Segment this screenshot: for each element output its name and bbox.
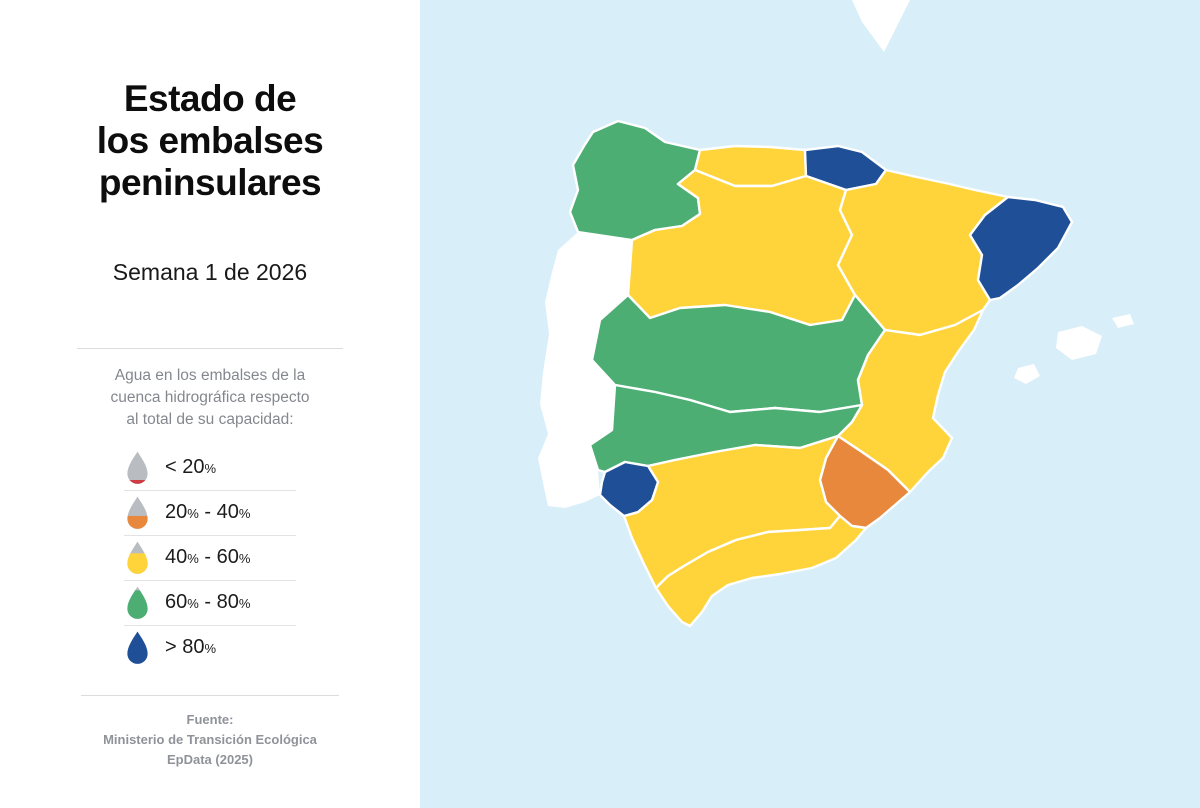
source-line1: Ministerio de Transición Ecológica (103, 731, 317, 747)
legend-label-lt20: < 20% (165, 455, 217, 478)
land-france (852, 0, 910, 52)
basin-tinto-odiel-piedras (598, 460, 660, 518)
legend-item-p60_80: 60% - 80% (124, 581, 296, 626)
land-portugal (538, 232, 632, 508)
land-menorca (1112, 314, 1134, 328)
source-label: Fuente: (186, 711, 234, 727)
other-land (538, 0, 1134, 508)
legend-items: < 20% 20% - 40% 40% - 60% 60% - 80% > 80% (124, 446, 296, 670)
droplet-icon-p60_80 (127, 586, 148, 619)
legend-item-p40_60: 40% - 60% (124, 536, 296, 581)
legend-label-p40_60: 40% - 60% (165, 545, 251, 568)
droplet-icon-p20_40 (127, 496, 148, 529)
land-ibiza (1014, 364, 1040, 384)
droplet-icon-gt80 (127, 631, 148, 664)
legend-label-gt80: > 80% (165, 635, 217, 658)
legend-label-p20_40: 20% - 40% (165, 500, 251, 523)
droplet-icon-p40_60 (127, 541, 148, 574)
source: Fuente: Ministerio de Transición Ecológi… (0, 710, 420, 770)
map-container (420, 0, 1200, 808)
source-line2: EpData (2025) (167, 751, 253, 767)
legend-intro: Agua en los embalses de la cuenca hidrog… (110, 366, 310, 428)
basin-mediterranea-andaluza (654, 514, 868, 628)
page-title: Estado de los embalses peninsulares (96, 78, 324, 204)
legend-item-gt80: > 80% (124, 626, 296, 670)
land-mallorca (1056, 326, 1102, 360)
subtitle: Semana 1 de 2026 (112, 258, 308, 285)
basin-cuencas-internas-cataluna (968, 195, 1074, 302)
info-panel: Estado de los embalses peninsulares Sema… (0, 0, 420, 808)
divider-footer (81, 694, 339, 696)
legend-item-lt20: < 20% (124, 446, 296, 491)
droplet-icon-lt20 (127, 451, 148, 484)
legend-label-p60_80: 60% - 80% (165, 590, 251, 613)
map-svg (420, 0, 1200, 808)
divider-top (77, 347, 343, 349)
legend-item-p20_40: 20% - 40% (124, 491, 296, 536)
basins (568, 119, 1074, 628)
